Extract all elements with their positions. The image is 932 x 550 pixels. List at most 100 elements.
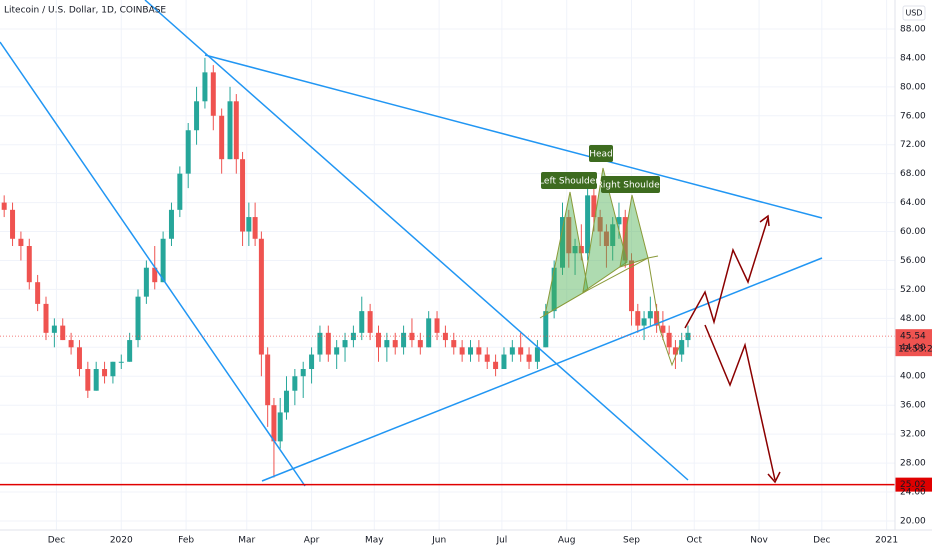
candle-body [622,217,628,261]
candle-body [177,173,183,210]
candle-body [459,347,465,355]
candle-body [572,246,578,254]
candle-body [509,347,515,355]
candle-body [442,332,448,341]
support-label: 25.02 [900,480,926,490]
price-label: 45.54 [900,332,926,342]
candle-body [654,311,660,326]
drawings [0,0,823,487]
label-box [589,145,613,162]
x-tick-label: Jun [431,536,446,546]
candle-body [451,340,457,348]
x-tick-label: May [365,536,384,546]
x-tick-label: Feb [178,536,194,546]
x-tick-label: 2020 [110,536,133,546]
axes: 20.00 24.00 28.00 32.00 36.00 40.00 44.00 48.00… [48,24,926,545]
candle-body [629,260,635,312]
candle-body [526,354,532,362]
candle-body [35,282,41,304]
candle-body [202,72,208,102]
y-tick-label: 32.00 [900,430,926,440]
y-tick-label: 76.00 [900,111,926,121]
candle-body [476,347,482,355]
candle-body [334,347,340,355]
candle-body [635,311,641,326]
y-tick-label: 72.00 [900,140,926,150]
right-shoulder-shape [619,194,649,268]
candle-body [68,340,74,348]
y-tick-label: 52.00 [900,285,926,295]
candle-body [118,361,124,363]
candle-body [375,332,381,348]
pattern-line [647,257,681,367]
candle-body [233,101,239,160]
candle-body [51,325,57,333]
candle-body [60,325,66,341]
arrow-down [704,324,776,481]
candle-body [660,325,666,333]
y-tick-label: 80.00 [900,82,926,92]
arrows [684,214,781,484]
candle-body [219,115,225,160]
candle-body [392,340,398,348]
candle-body [292,376,298,391]
candle-body [168,209,174,239]
candle-body [26,246,32,283]
candle-body [143,267,149,297]
candle-body [252,217,258,239]
candle-body [603,231,609,247]
x-tick-label: Nov [750,536,768,546]
y-tick-label: 88.00 [900,24,926,34]
candle-body [367,311,373,333]
candle-body [384,340,390,348]
candle-body [484,354,490,362]
arrow-head [759,214,770,227]
candle-body [543,311,549,348]
candle-body [468,347,474,355]
candle-body [93,369,99,391]
candle-body [265,354,271,406]
candle-body [1,202,7,210]
candle-body [493,361,499,370]
candle-body [342,340,348,348]
x-tick-label: Oct [686,536,702,546]
candle-body [566,217,572,254]
candle-body [679,340,685,355]
x-tick-label: Apr [304,536,320,546]
candle-body [317,332,323,355]
x-tick-label: Dec [48,536,65,546]
price-tag [895,477,932,492]
candle-body [359,311,365,333]
head-shoulders [539,167,681,367]
candle-body [426,318,432,348]
label-box [541,172,597,189]
candle-body [185,130,191,174]
x-tick-label: Jul [495,536,507,546]
currency: USD [905,9,922,18]
x-tick-label: 2021 [875,536,898,546]
pattern-label: Head [589,150,613,160]
candle-body [10,209,16,239]
candle-body [597,217,603,232]
candle-body [110,361,116,377]
levels: 45.54 12:53:24 25.02 [0,329,932,492]
candle-body [246,217,252,232]
candle-body [194,101,200,131]
arrow-head [767,471,781,484]
head-shape [582,167,628,294]
y-tick-label: 64.00 [900,198,926,208]
candle-body [300,369,306,377]
x-tick-label: Mar [238,536,255,546]
candle-body [585,195,591,254]
y-tick-label: 20.00 [900,516,926,526]
candle-body [616,217,622,225]
candle-body [578,246,584,254]
candle-body [277,412,283,442]
x-tick-label: Aug [558,536,576,546]
pattern-labels: Left Shoulder Head Right Shoulder [539,145,664,193]
candle-body [210,72,216,116]
grid [0,0,895,530]
pattern-label: Right Shoulder [597,181,664,191]
